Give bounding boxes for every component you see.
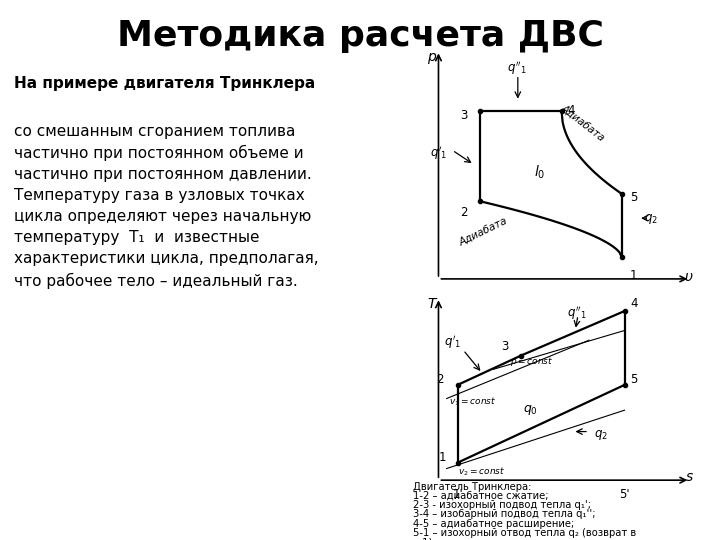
Text: 3: 3 (501, 340, 509, 353)
Text: Методика расчета ДВС: Методика расчета ДВС (117, 19, 603, 53)
Text: $q'_1$: $q'_1$ (431, 145, 448, 163)
Text: 4-5 – адиабатное расширение;: 4-5 – адиабатное расширение; (413, 518, 575, 529)
Text: υ: υ (685, 270, 693, 284)
Text: $p = const$: $p = const$ (510, 355, 553, 368)
Text: s: s (685, 470, 693, 484)
Text: 2-3 - изохорный подвод тепла q₁';: 2-3 - изохорный подвод тепла q₁'; (413, 500, 591, 510)
Text: 1: 1 (438, 451, 446, 464)
Text: 4: 4 (567, 104, 575, 117)
Text: 3: 3 (460, 109, 468, 122)
Text: со смешанным сгоранием топлива
частично при постоянном объеме и
частично при пос: со смешанным сгоранием топлива частично … (14, 124, 319, 289)
Text: Адиабата: Адиабата (458, 215, 509, 247)
Text: Адиабата: Адиабата (559, 103, 606, 143)
Text: T: T (428, 298, 436, 312)
Text: p: p (428, 51, 436, 64)
Text: 4: 4 (630, 297, 637, 310)
Text: 3-4 – изобарный подвод тепла q₁'';: 3-4 – изобарный подвод тепла q₁''; (413, 509, 596, 519)
Text: т.1): т.1) (413, 537, 433, 540)
Text: $v_2= const$: $v_2= const$ (458, 465, 505, 478)
Text: $q_0$: $q_0$ (523, 403, 539, 417)
Text: $q''_1$: $q''_1$ (507, 60, 526, 77)
Text: 2: 2 (436, 373, 444, 386)
Text: $q_2$: $q_2$ (644, 212, 657, 226)
Text: $l_0$: $l_0$ (534, 164, 546, 181)
Text: $q''_1$: $q''_1$ (567, 305, 587, 322)
Text: 5: 5 (630, 192, 637, 205)
Text: $q'_1$: $q'_1$ (444, 334, 462, 351)
Text: 1-2 – адиабатное сжатие;: 1-2 – адиабатное сжатие; (413, 491, 549, 501)
Text: На примере двигателя Тринклера: На примере двигателя Тринклера (14, 76, 315, 91)
Text: 1: 1 (630, 269, 637, 282)
Text: $v_1= const$: $v_1= const$ (449, 395, 497, 408)
Text: $q_2$: $q_2$ (595, 428, 608, 442)
Text: 5: 5 (630, 373, 637, 386)
Text: 5': 5' (619, 488, 630, 501)
Text: Двигатель Тринклера:: Двигатель Тринклера: (413, 482, 532, 492)
Text: 2: 2 (460, 206, 468, 219)
Text: 5-1 – изохорный отвод тепла q₂ (возврат в: 5-1 – изохорный отвод тепла q₂ (возврат … (413, 528, 636, 538)
Text: 1': 1' (452, 488, 463, 501)
